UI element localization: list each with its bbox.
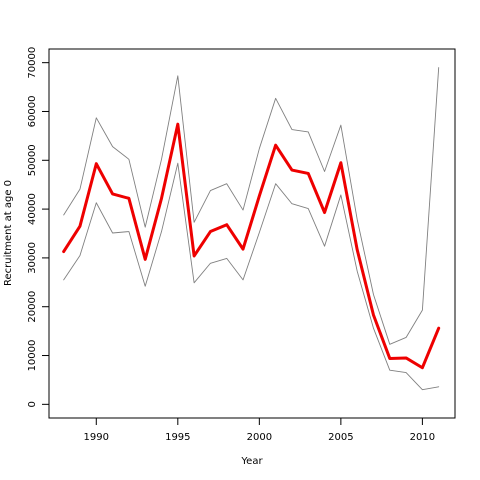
y-tick-label: 60000 (27, 96, 38, 128)
y-tick-label: 70000 (27, 47, 38, 79)
estimate-series-line (62, 122, 441, 370)
x-tick-label: 2005 (328, 432, 353, 443)
series-layer (62, 67, 441, 391)
x-tick-label: 2010 (410, 432, 435, 443)
y-tick-label: 30000 (27, 242, 38, 274)
x-tick-label: 1995 (165, 432, 190, 443)
y-tick-label: 40000 (27, 193, 38, 225)
y-axis: 0 10000 20000 30000 40000 50000 60000 70000 (27, 47, 50, 408)
x-tick-label: 1990 (84, 432, 109, 443)
y-tick-label: 10000 (27, 340, 38, 372)
lower-series-line (63, 162, 440, 391)
y-tick-label: 0 (27, 401, 38, 407)
x-axis-title: Year (240, 456, 263, 467)
y-axis-title: Recruitment at age 0 (3, 180, 14, 286)
y-tick-label: 50000 (27, 144, 38, 176)
y-tick-label: 20000 (27, 291, 38, 323)
upper-series-line (63, 67, 440, 345)
x-tick-label: 2000 (247, 432, 272, 443)
x-axis: 1990 1995 2000 2005 2010 (84, 417, 435, 443)
